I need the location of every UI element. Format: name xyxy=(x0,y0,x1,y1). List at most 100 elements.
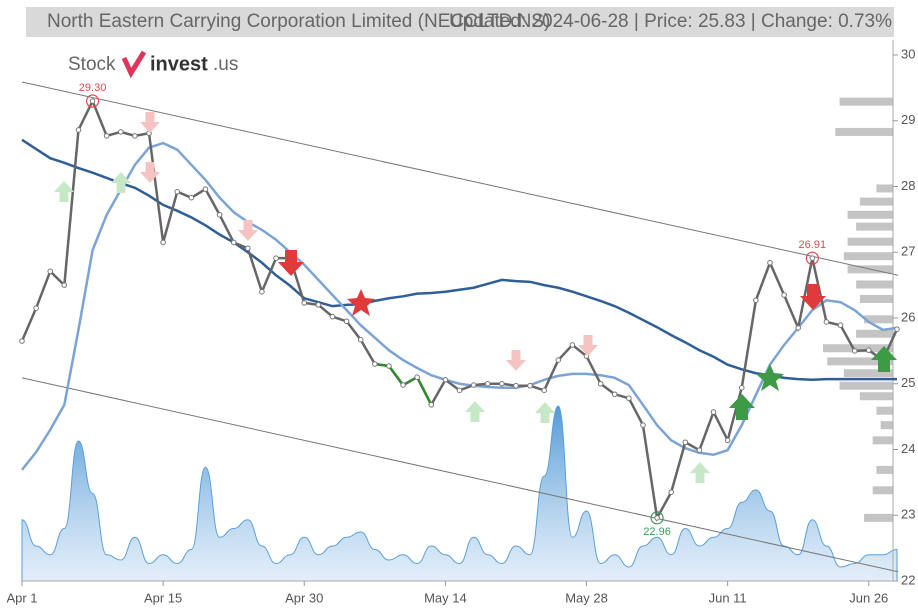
chart-subtitle: Updated: 2024-06-28 | Price: 25.83 | Cha… xyxy=(449,11,892,32)
price-point xyxy=(696,447,703,453)
y-tick-label: 27 xyxy=(901,244,915,259)
profile-bar xyxy=(880,421,893,430)
profile-bar xyxy=(859,294,893,303)
x-tick-label: Jun 11 xyxy=(709,590,747,605)
y-tick-label: 30 xyxy=(901,46,915,61)
profile-bar xyxy=(856,222,893,231)
price-point xyxy=(569,342,576,348)
profile-bar xyxy=(839,97,893,106)
price-point xyxy=(442,377,449,383)
price-point xyxy=(216,211,223,218)
profile-bar xyxy=(847,210,893,219)
price-point xyxy=(710,409,717,415)
price-point xyxy=(414,374,420,380)
logo-text: Stock xyxy=(68,54,116,75)
moving-average xyxy=(21,141,898,471)
profile-bar xyxy=(827,357,893,366)
profile-bar xyxy=(843,369,893,378)
x-tick-label: May 28 xyxy=(565,590,608,605)
price-point xyxy=(527,382,533,389)
profile-bar xyxy=(859,392,893,401)
profile-bar xyxy=(847,237,893,246)
price-point xyxy=(724,437,731,444)
annotation-label: 26.91 xyxy=(799,239,827,251)
price-point xyxy=(470,382,477,388)
price-point xyxy=(259,288,265,295)
price-point xyxy=(75,127,82,133)
price-point xyxy=(230,239,237,246)
price-point xyxy=(301,300,308,306)
price-point xyxy=(372,361,378,367)
price-point xyxy=(837,322,844,329)
weak-buy xyxy=(54,172,710,483)
y-tick-label: 26 xyxy=(901,309,915,324)
price-point xyxy=(484,380,491,387)
y-tick-label: 23 xyxy=(901,507,915,522)
price-point xyxy=(117,129,124,135)
logo-text: .us xyxy=(213,54,238,75)
trend-line xyxy=(21,377,899,573)
profile-bar xyxy=(864,513,893,522)
annotation-label: 29.30 xyxy=(79,82,107,94)
price-point xyxy=(188,194,195,201)
price-point xyxy=(132,133,138,139)
profile-bar xyxy=(843,252,893,261)
y-tick-label: 22 xyxy=(901,572,915,587)
profile-bar xyxy=(856,329,893,338)
price-point xyxy=(160,239,166,246)
price-point xyxy=(682,439,689,446)
y-tick-label: 24 xyxy=(901,441,915,456)
price-point xyxy=(781,292,787,298)
profile-bar xyxy=(864,315,893,324)
x-tick-label: Apr 30 xyxy=(285,590,323,605)
annotation-ring xyxy=(85,94,100,108)
price-point xyxy=(89,98,96,104)
price-point xyxy=(541,387,547,394)
profile-bar xyxy=(823,344,893,353)
price-point xyxy=(343,318,350,325)
price-point xyxy=(47,268,54,275)
price-point xyxy=(103,133,110,139)
price-point xyxy=(823,319,830,325)
profile-bar xyxy=(835,127,893,136)
title-bar xyxy=(26,7,894,37)
price-point xyxy=(329,313,336,320)
price-point xyxy=(357,336,364,343)
y-tick-label: 29 xyxy=(901,112,915,127)
y-tick-label: 25 xyxy=(901,375,915,390)
x-tick-label: Apr 15 xyxy=(144,590,182,605)
price-point xyxy=(851,348,858,354)
price-point xyxy=(33,305,39,311)
price-point xyxy=(668,489,674,496)
price-point xyxy=(456,387,463,394)
price-point xyxy=(400,382,406,388)
profile-bar xyxy=(872,436,893,445)
profile-bar xyxy=(872,486,893,495)
price-point xyxy=(597,380,604,387)
annotation-label: 22.96 xyxy=(643,526,671,538)
price-point xyxy=(386,363,392,369)
profile-bar xyxy=(856,280,893,289)
x-tick-label: Apr 1 xyxy=(6,590,37,605)
plot: 22 23 24 25 26 27 28 29 30 Apr 1 Apr 15 Apr 30 May 1… xyxy=(6,40,915,605)
profile-bar xyxy=(876,465,893,474)
price-point xyxy=(428,401,435,408)
price-point xyxy=(640,422,646,428)
price-point xyxy=(174,188,181,195)
price-point xyxy=(611,391,618,398)
price-point xyxy=(809,255,816,261)
price-point xyxy=(795,325,802,331)
profile-bar xyxy=(839,381,893,390)
y-tick-label: 28 xyxy=(901,178,915,193)
price-point xyxy=(654,515,660,521)
price-point xyxy=(202,186,209,192)
price-point xyxy=(865,347,872,354)
price-point xyxy=(273,255,279,261)
logo: Stock invest .us xyxy=(68,50,238,79)
volume-area xyxy=(21,405,898,582)
trend-line xyxy=(21,81,899,276)
annotation-ring xyxy=(650,511,664,525)
price-point xyxy=(499,380,505,387)
profile-bar xyxy=(876,406,893,415)
profile-bar xyxy=(876,184,893,193)
